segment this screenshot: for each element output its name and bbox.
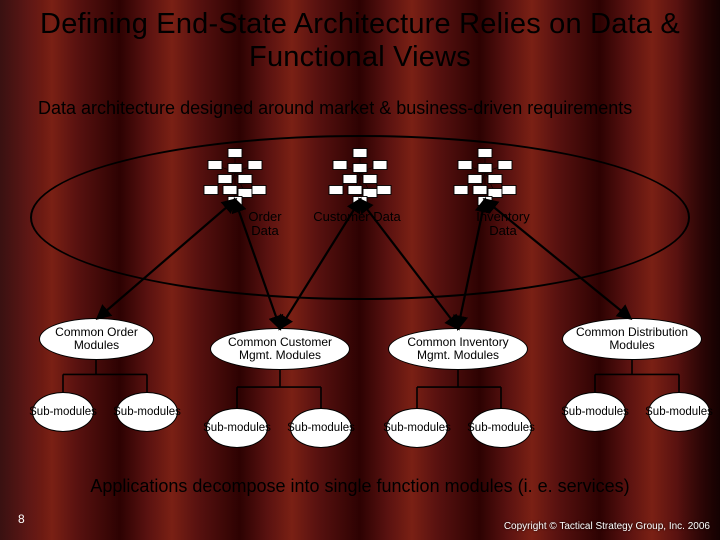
submodule-distMod-6: Sub-modules — [564, 392, 626, 432]
module-orderMod: Common Order Modules — [39, 318, 154, 360]
submodule-orderMod-0: Sub-modules — [32, 392, 94, 432]
data-label-customer: Customer Data — [302, 210, 412, 224]
submodule-orderMod-1: Sub-modules — [116, 392, 178, 432]
module-distMod: Common Distribution Modules — [562, 318, 702, 360]
submodule-distMod-7: Sub-modules — [648, 392, 710, 432]
submodule-custMod-3: Sub-modules — [290, 408, 352, 448]
page-title: Defining End-State Architecture Relies o… — [0, 8, 720, 75]
module-custMod: Common Customer Mgmt. Modules — [210, 328, 350, 370]
copyright-text: Copyright © Tactical Strategy Group, Inc… — [504, 521, 710, 532]
slide-root: Defining End-State Architecture Relies o… — [0, 0, 720, 540]
data-label-inventory: InventoryData — [448, 210, 558, 239]
bullet-text: Data architecture designed around market… — [38, 98, 632, 119]
module-invMod: Common Inventory Mgmt. Modules — [388, 328, 528, 370]
submodule-invMod-4: Sub-modules — [386, 408, 448, 448]
bottom-text: Applications decompose into single funct… — [0, 476, 720, 497]
page-number: 8 — [18, 512, 25, 526]
submodule-invMod-5: Sub-modules — [470, 408, 532, 448]
submodule-custMod-2: Sub-modules — [206, 408, 268, 448]
